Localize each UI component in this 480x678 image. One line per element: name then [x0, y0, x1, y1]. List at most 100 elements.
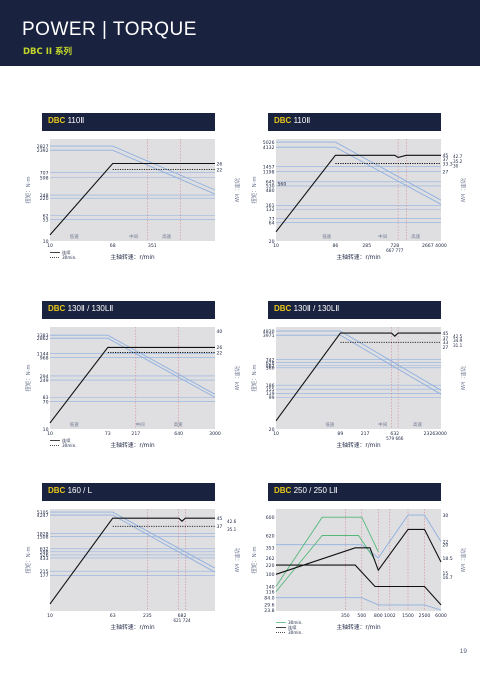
page-subtitle: DBC II 系列 [23, 47, 73, 57]
panel-title: DBC 130Ⅱ / 130LⅡ [274, 304, 340, 313]
torque-curve [276, 146, 442, 205]
y-tick-label: 53 [43, 217, 49, 223]
y-tick-label: 132 [266, 207, 275, 213]
x-tick-label: 2667 [422, 243, 434, 249]
x-tick-label: 10 [273, 243, 279, 249]
y-tick-label: 530 [266, 184, 275, 190]
speed-zone-label: 高速 [162, 233, 171, 240]
y-tick-label: 20 [269, 427, 275, 433]
y-tick-label: 186 [266, 383, 275, 389]
power-curve-continuous [49, 162, 215, 236]
speed-zone-label: 中间 [136, 421, 145, 428]
y-tick-label: 62 [43, 213, 49, 219]
x-tick-label-extra: 579 666 [386, 436, 404, 441]
y2-tick-label: 40 [217, 329, 223, 335]
torque-curve [50, 145, 216, 191]
y-tick-label: 628 [266, 361, 275, 367]
torque-curve-black [276, 564, 442, 606]
speed-zone-label: 中间 [378, 233, 387, 240]
y-tick-label: 20 [269, 239, 275, 245]
y-axis-label: 扭矩：N·m [250, 364, 258, 391]
chart-panel-3: DBC 130Ⅱ / 130LⅡ 3383 2862 1144 968 294 249 83… [24, 301, 241, 451]
y2-axis-label: 功率：kW [459, 366, 467, 391]
y-tick-label: 119 [266, 391, 275, 397]
y2-tick-label: 45 [443, 331, 449, 337]
x-tick-label: 800 [374, 613, 383, 619]
y2-tick-label: 37 [443, 157, 449, 163]
y-axis-label: 扭矩：N·m [24, 176, 32, 203]
y-tick-label: 249 [40, 378, 49, 384]
page-title: POWER | TORQUE [22, 19, 197, 40]
y2-axis-label: 功率：kW [233, 366, 241, 391]
y-tick-label: 29.6 [264, 603, 274, 609]
y-tick-label: 70 [43, 399, 49, 405]
y2-tick-label: 34.9 [453, 338, 463, 343]
y2-tick-label: 30 [443, 513, 449, 519]
y-axis-label: 扭矩：N·m [250, 546, 258, 573]
y-tick-label: 1508 [37, 534, 49, 540]
plot-area [276, 139, 441, 241]
x-tick-label: 682 [178, 613, 187, 619]
panel-header: DBC 130Ⅱ / 130LⅡ [42, 301, 215, 319]
speed-zone-label: 低速 [70, 233, 79, 240]
y2-tick-label: 15 [443, 571, 449, 577]
y-tick-label: 64 [269, 220, 275, 226]
speed-zone-label: 高速 [411, 233, 420, 240]
x-tick-label-extra: 667 777 [386, 248, 404, 253]
y-tick-label: 645 [266, 180, 275, 186]
legend-label: 连续 [62, 437, 70, 444]
plot-area [50, 139, 215, 241]
panel-title: DBC 250 / 250 LⅡ [274, 486, 338, 495]
y2-tick-label: 37 [443, 336, 449, 342]
y2-tick-label: 35.1 [227, 527, 237, 532]
x-tick-label: 73 [105, 431, 111, 437]
y-tick-label: 1144 [37, 351, 49, 357]
y-tick-label: 262 [266, 556, 275, 562]
y2-tick-label: 42.6 [227, 519, 237, 524]
x-axis-label: 主轴转速：r/min [336, 441, 381, 449]
y-tick-label: 3971 [263, 333, 275, 339]
power-curve-continuous [49, 517, 215, 605]
legend-label: 30min. [62, 255, 77, 260]
y-axis-label: 扭矩：N·m [250, 176, 258, 203]
y-tick-label: 116 [266, 589, 275, 595]
y-tick-label: 155 [266, 387, 275, 393]
x-tick-label: 285 [362, 243, 371, 249]
page-number: 19 [459, 648, 467, 655]
y-axis-label: 扭矩：N·m [24, 364, 32, 391]
y2-tick-label: 45 [443, 153, 449, 159]
speed-zone-label: 高速 [174, 421, 183, 428]
y-tick-label: 10 [43, 427, 49, 433]
torque-curve [50, 514, 216, 573]
y-tick-label: 526 [40, 553, 49, 559]
chart-panel-6: DBC 250 / 250 LⅡ 600 620 353 262 220 100 140 11… [250, 483, 467, 635]
y-tick-label: 248 [40, 193, 49, 199]
x-tick-label: 10 [47, 431, 53, 437]
y-tick-label: 742 [266, 357, 275, 363]
y-tick-label: 2392 [37, 148, 49, 154]
y-tick-label: 560 [266, 366, 275, 372]
speed-zone-label: 中间 [129, 233, 138, 240]
y-tick-label: 1457 [263, 164, 275, 170]
y-tick-label: 140 [266, 584, 275, 590]
legend-label: 连续 [288, 624, 296, 631]
y-tick-label: 1828 [37, 531, 49, 537]
y2-tick-label: 16.7 [443, 575, 453, 581]
y-tick-label: 707 [40, 170, 49, 176]
y2-tick-label: 26 [217, 161, 223, 167]
y2-tick-label: 42.7 [453, 154, 463, 159]
torque-curve [276, 330, 442, 391]
x-tick-label: 350 [341, 613, 350, 619]
y-tick-label: 560 [278, 182, 287, 188]
y2-tick-label: 27 [443, 345, 449, 351]
y2-tick-label: 42.5 [453, 334, 463, 339]
x-axis-label: 主轴转速：r/min [336, 253, 381, 261]
speed-zone-label: 低速 [322, 233, 331, 240]
y-tick-label: 600 [266, 515, 275, 521]
y-tick-label: 353 [266, 546, 275, 552]
y2-tick-label: 31.1 [453, 343, 463, 348]
y2-tick-label: 37 [217, 524, 223, 530]
y-tick-label: 100 [266, 572, 275, 578]
